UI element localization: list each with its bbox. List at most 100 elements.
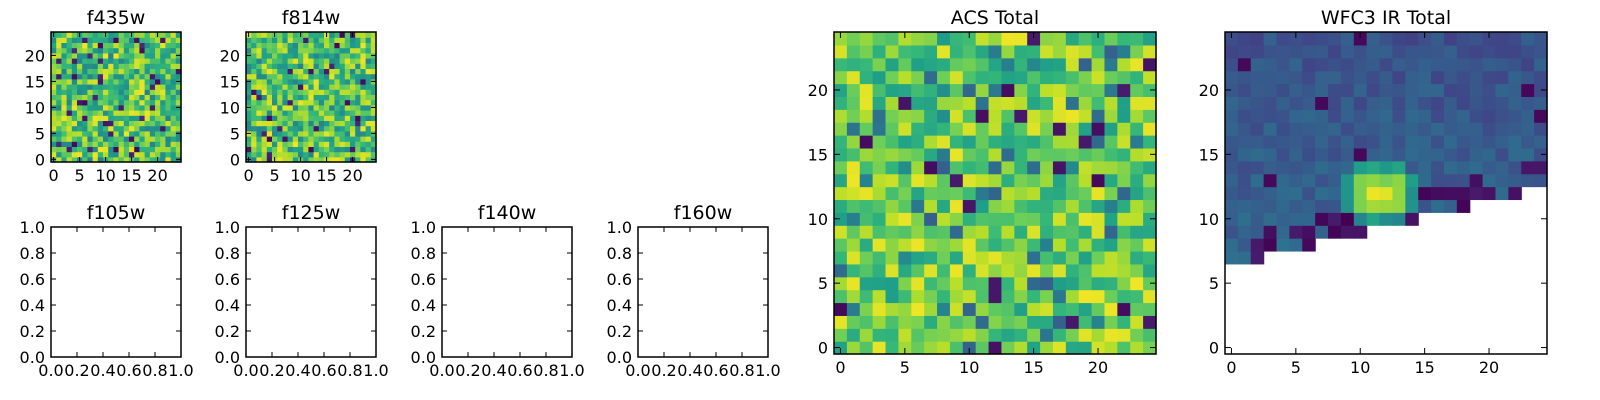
heatmap-cell <box>277 125 283 132</box>
heatmap-cell <box>1482 44 1497 59</box>
heatmap-cell <box>1001 186 1015 201</box>
heatmap-cell <box>1328 57 1342 72</box>
heatmap-cell <box>924 186 938 201</box>
heatmap-cell <box>1495 147 1509 162</box>
heatmap-cell <box>261 37 268 43</box>
heatmap-cell <box>56 110 62 116</box>
heatmap-cell <box>266 52 273 59</box>
heatmap-cell <box>1052 173 1067 188</box>
heatmap-cell <box>56 32 62 38</box>
heatmap-cell <box>251 73 257 80</box>
heatmap-cell <box>1392 70 1406 85</box>
x-tick-label: 0.6 <box>116 361 141 380</box>
heatmap-cell <box>962 160 977 175</box>
heatmap-cell <box>1104 109 1118 123</box>
heatmap-cell <box>1091 109 1106 123</box>
heatmap-cell <box>924 302 938 316</box>
heatmap-cell <box>834 109 848 123</box>
heatmap-cell <box>308 47 315 54</box>
heatmap-cell <box>318 120 325 127</box>
heatmap-cell <box>165 151 172 158</box>
heatmap-cell <box>898 109 912 123</box>
heatmap-cell <box>924 109 938 123</box>
heatmap-cell <box>872 341 887 355</box>
heatmap-cell <box>298 104 304 111</box>
heatmap-cell <box>1130 250 1144 265</box>
heatmap-cell <box>1065 32 1080 46</box>
heatmap-cell <box>937 83 951 97</box>
heatmap-cell <box>1143 70 1157 85</box>
heatmap-cell <box>1143 173 1157 188</box>
heatmap-cell <box>1534 83 1548 97</box>
heatmap-cell <box>113 42 120 49</box>
heatmap-cell <box>170 151 177 158</box>
heatmap-cell <box>277 115 283 121</box>
heatmap-cell <box>246 120 252 127</box>
heatmap-cell <box>846 276 861 291</box>
heatmap-cell <box>175 89 182 95</box>
heatmap-cell <box>355 146 361 153</box>
heatmap-cell <box>318 110 325 116</box>
heatmap-cell <box>92 104 99 111</box>
heatmap-cell <box>51 141 57 147</box>
heatmap-cell <box>103 120 109 127</box>
heatmap-cell <box>266 99 273 106</box>
heatmap-cell <box>1027 328 1041 342</box>
heatmap-cell <box>1001 135 1015 149</box>
heatmap-cell <box>71 32 78 38</box>
x-tick-label: 0.0 <box>233 361 258 380</box>
heatmap-cell <box>350 89 356 95</box>
heatmap-cell <box>1014 328 1028 342</box>
heatmap-cell <box>1065 135 1080 149</box>
heatmap-cell <box>123 58 130 64</box>
heatmap-cell <box>175 120 182 127</box>
heatmap-cell <box>1263 160 1278 175</box>
heatmap-cell <box>350 47 356 54</box>
heatmap-cell <box>988 263 1003 278</box>
heatmap-cell <box>846 225 861 239</box>
heatmap-cell <box>339 37 346 43</box>
heatmap-cell <box>872 57 887 72</box>
heatmap-cell <box>92 146 99 153</box>
heatmap-cell <box>898 57 912 72</box>
y-tick-label: 0.0 <box>215 348 240 367</box>
heatmap-cell <box>1456 199 1471 213</box>
heatmap-cell <box>334 52 341 59</box>
heatmap-cell <box>1302 44 1316 59</box>
heatmap-cell <box>1001 70 1015 85</box>
heatmap-cell <box>175 63 182 69</box>
heatmap-cell <box>1340 199 1355 213</box>
heatmap-cell <box>1014 263 1028 278</box>
heatmap-cell <box>170 115 177 121</box>
heatmap-cell <box>66 42 73 49</box>
heatmap-cell <box>872 289 887 304</box>
heatmap-cell <box>313 52 320 59</box>
heatmap-cell <box>155 115 161 121</box>
heatmap-cell <box>859 135 874 149</box>
heatmap-cell <box>898 238 912 252</box>
heatmap-cell <box>308 146 315 153</box>
heatmap-cell <box>56 94 62 101</box>
heatmap-cell <box>144 136 151 142</box>
x-tick-label: 1.0 <box>168 361 193 380</box>
heatmap-cell <box>355 99 361 106</box>
heatmap-cell <box>123 78 130 85</box>
heatmap-cell <box>1482 57 1497 72</box>
heatmap-cell <box>272 151 278 158</box>
heatmap-cell <box>988 328 1003 342</box>
heatmap-cell <box>1353 109 1368 123</box>
heatmap-cell <box>103 115 109 121</box>
heatmap-cell <box>175 84 182 90</box>
heatmap-cell <box>175 68 182 75</box>
heatmap-cell <box>1431 160 1445 175</box>
heatmap-cell <box>924 147 938 162</box>
heatmap-cell <box>334 63 341 69</box>
heatmap-cell <box>360 115 367 121</box>
heatmap-cell <box>266 84 273 90</box>
heatmap-cell <box>165 120 172 127</box>
heatmap-cell <box>350 104 356 111</box>
heatmap-cell <box>1353 32 1368 46</box>
heatmap-cell <box>123 32 130 38</box>
heatmap-cell <box>56 52 62 59</box>
